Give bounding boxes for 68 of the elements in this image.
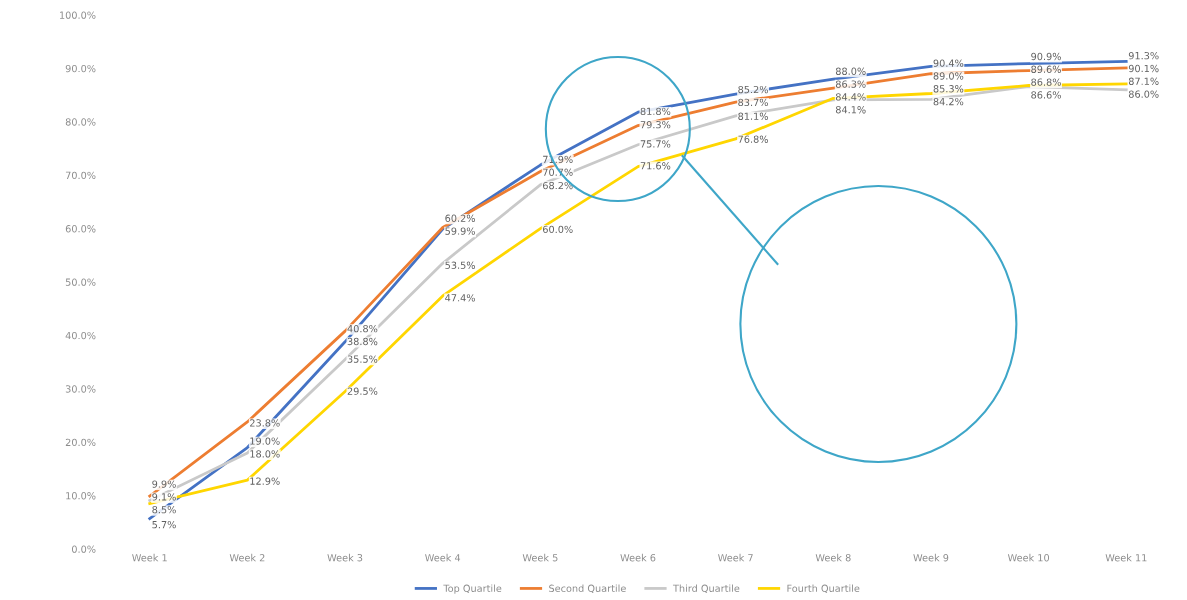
data-label: 76.8% — [738, 135, 768, 143]
y-tick-label: 20.0% — [65, 438, 96, 447]
x-tick-label: Week 6 — [620, 553, 656, 562]
data-label: 91.3% — [1128, 51, 1159, 60]
y-tick-label: 10.0% — [66, 492, 96, 500]
x-tick-label: Week 5 — [522, 553, 558, 562]
x-tick-label: Week 7 — [718, 553, 753, 562]
data-label: 87.1% — [1128, 77, 1159, 85]
y-tick-label: 30.0% — [65, 385, 96, 393]
data-label: 84.4% — [835, 93, 866, 101]
data-label: 79.3% — [640, 121, 671, 129]
data-label: 59.9% — [445, 227, 475, 235]
data-label: 86.3% — [835, 80, 866, 88]
data-label: 84.2% — [933, 97, 964, 106]
data-label: 85.2% — [738, 85, 768, 94]
x-tick-label: Week 4 — [425, 553, 461, 562]
x-tick-label: Week 2 — [229, 553, 265, 562]
data-label: 86.8% — [1031, 78, 1061, 86]
x-tick-label: Week 8 — [815, 553, 851, 562]
x-tick-label: Week 1 — [132, 553, 167, 562]
data-label: 89.6% — [1031, 65, 1061, 73]
data-label: 60.0% — [542, 225, 573, 234]
data-label: 71.6% — [640, 162, 671, 170]
data-label: 9.9% — [152, 480, 176, 488]
data-label: 23.8% — [250, 419, 280, 427]
y-tick-label: 70.0% — [65, 171, 96, 180]
data-label: 90.1% — [1128, 64, 1159, 73]
y-tick-label: 50.0% — [65, 278, 96, 286]
data-label: 83.7% — [738, 98, 768, 107]
legend-label: Second Quartile — [549, 584, 626, 594]
data-label: 81.8% — [640, 107, 671, 116]
data-label: 18.0% — [250, 450, 280, 458]
data-label: 85.3% — [933, 85, 964, 93]
data-label: 90.4% — [933, 59, 964, 67]
data-label: 86.0% — [1128, 90, 1159, 98]
legend-label: Top Quartile — [443, 584, 502, 594]
data-label: 89.0% — [933, 72, 964, 80]
data-label: 38.8% — [347, 337, 378, 346]
y-tick-label: 100.0% — [60, 11, 96, 19]
x-tick-label: Week 3 — [327, 553, 363, 562]
data-label: 88.0% — [835, 67, 866, 75]
data-label: 68.2% — [542, 181, 573, 190]
data-label: 75.7% — [640, 140, 671, 148]
legend-label: Fourth Quartile — [787, 584, 860, 594]
data-label: 8.5% — [152, 506, 176, 514]
data-label: 40.8% — [347, 324, 378, 333]
y-tick-label: 60.0% — [65, 225, 96, 233]
data-label: 84.1% — [835, 106, 866, 114]
data-label: 86.6% — [1031, 91, 1061, 99]
x-tick-label: Week 9 — [913, 553, 949, 562]
x-tick-label: Week 11 — [1105, 553, 1147, 562]
data-label: 90.9% — [1031, 52, 1061, 61]
data-label: 5.7% — [152, 520, 176, 529]
data-label: 53.5% — [445, 261, 475, 269]
data-label: 9.1% — [152, 493, 176, 501]
y-tick-label: 0.0% — [71, 545, 96, 553]
data-label: 19.0% — [250, 437, 280, 445]
x-tick-label: Week 10 — [1007, 553, 1050, 562]
legend-label: Third Quartile — [672, 584, 740, 594]
data-label: 47.4% — [445, 294, 475, 302]
data-label: 60.2% — [445, 214, 475, 222]
data-label: 35.5% — [347, 355, 378, 363]
y-tick-label: 40.0% — [65, 331, 96, 340]
y-tick-label: 90.0% — [65, 64, 96, 73]
data-label: 12.9% — [250, 477, 280, 485]
data-label: 29.5% — [347, 387, 378, 395]
y-tick-label: 80.0% — [65, 118, 96, 126]
data-label: 81.1% — [738, 112, 768, 120]
